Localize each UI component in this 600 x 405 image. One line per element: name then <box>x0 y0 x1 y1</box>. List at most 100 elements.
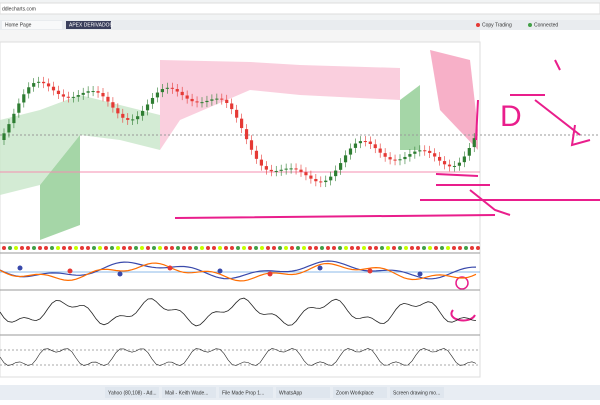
signal-dot <box>278 246 282 250</box>
signal-dot <box>218 246 222 250</box>
signal-dot <box>200 246 204 250</box>
signal-dot <box>290 246 294 250</box>
indicator-marker <box>67 268 73 274</box>
signal-dot <box>356 246 360 250</box>
taskbar-label: WhatsApp <box>279 390 302 396</box>
candle <box>106 96 110 102</box>
taskbar-item[interactable] <box>333 387 387 398</box>
signal-dot <box>68 246 72 250</box>
candle <box>116 108 120 114</box>
tab-label: Home Page <box>5 22 32 28</box>
signal-dot <box>146 246 150 250</box>
signal-dot <box>374 246 378 250</box>
candle <box>339 163 343 170</box>
signal-dot <box>302 246 306 250</box>
signal-dot <box>188 246 192 250</box>
tab-row <box>0 20 600 30</box>
signal-dot <box>266 246 270 250</box>
candle <box>195 101 199 103</box>
candle <box>86 91 90 93</box>
signal-dot <box>392 246 396 250</box>
signal-dot <box>320 246 324 250</box>
candle <box>388 157 392 160</box>
candle <box>383 153 387 157</box>
signal-dot <box>170 246 174 250</box>
candle <box>215 98 219 100</box>
signal-dot <box>296 246 300 250</box>
candle <box>358 141 362 144</box>
indicator-marker <box>267 271 273 277</box>
candle <box>319 181 323 183</box>
candle <box>398 159 402 161</box>
candle <box>240 118 244 129</box>
candle <box>81 92 85 95</box>
candle <box>71 96 75 98</box>
indicator-marker <box>17 265 23 271</box>
indicator-line <box>0 262 477 282</box>
candle <box>111 102 115 108</box>
signal-dot <box>404 246 408 250</box>
candle <box>46 83 51 87</box>
tab[interactable] <box>2 21 62 29</box>
taskbar-item[interactable] <box>390 387 444 398</box>
signal-dot <box>110 246 114 250</box>
taskbar-item[interactable] <box>276 387 330 398</box>
candle <box>101 92 105 97</box>
status: Connected <box>534 22 558 28</box>
taskbar-label: File Made Prop 1... <box>222 390 264 396</box>
signal-dot <box>362 246 366 250</box>
signal-dot <box>50 246 54 250</box>
signal-dot <box>230 246 234 250</box>
taskbar-item[interactable] <box>162 387 216 398</box>
signal-dot <box>74 246 78 250</box>
signal-dot <box>26 246 30 250</box>
candle <box>378 148 382 153</box>
candle <box>452 165 457 167</box>
signal-dot <box>368 246 372 250</box>
signal-dot <box>14 246 18 250</box>
signal-dot <box>98 246 102 250</box>
signal-dot <box>206 246 210 250</box>
candle <box>205 100 209 103</box>
signal-dot <box>314 246 318 250</box>
signal-dot <box>326 246 330 250</box>
tab[interactable] <box>66 21 111 29</box>
indicator-line <box>0 297 477 327</box>
signal-dot <box>20 246 24 250</box>
signal-dot <box>158 246 162 250</box>
drawing <box>455 276 469 290</box>
taskbar-item[interactable] <box>219 387 273 398</box>
address-bar[interactable] <box>0 2 600 15</box>
candle <box>91 91 95 93</box>
candles <box>2 76 476 188</box>
taskbar-item[interactable] <box>105 387 159 398</box>
candle <box>373 144 377 149</box>
candle <box>413 151 417 154</box>
candle <box>457 162 461 166</box>
candle <box>244 129 249 140</box>
candle <box>254 150 259 159</box>
candle <box>433 153 437 157</box>
url: ddlecharts.com <box>2 6 36 12</box>
taskbar-label: Screen drawing mo... <box>393 390 440 396</box>
signal-dot <box>386 246 390 250</box>
signal-dot <box>236 246 240 250</box>
candle <box>284 168 288 170</box>
candle <box>472 138 476 148</box>
signal-dot <box>8 246 12 250</box>
signal-dot <box>470 246 474 250</box>
candle <box>51 86 56 91</box>
candle <box>294 168 298 170</box>
candle <box>235 109 239 118</box>
signal-dot <box>182 246 186 250</box>
candle <box>264 166 268 170</box>
candle <box>27 87 31 94</box>
candle <box>32 83 36 87</box>
signal-dot <box>284 246 288 250</box>
signal-dot <box>380 246 384 250</box>
candle <box>442 161 447 165</box>
signal-dot <box>116 246 120 250</box>
candle <box>274 170 278 172</box>
signal-dot <box>224 246 228 250</box>
